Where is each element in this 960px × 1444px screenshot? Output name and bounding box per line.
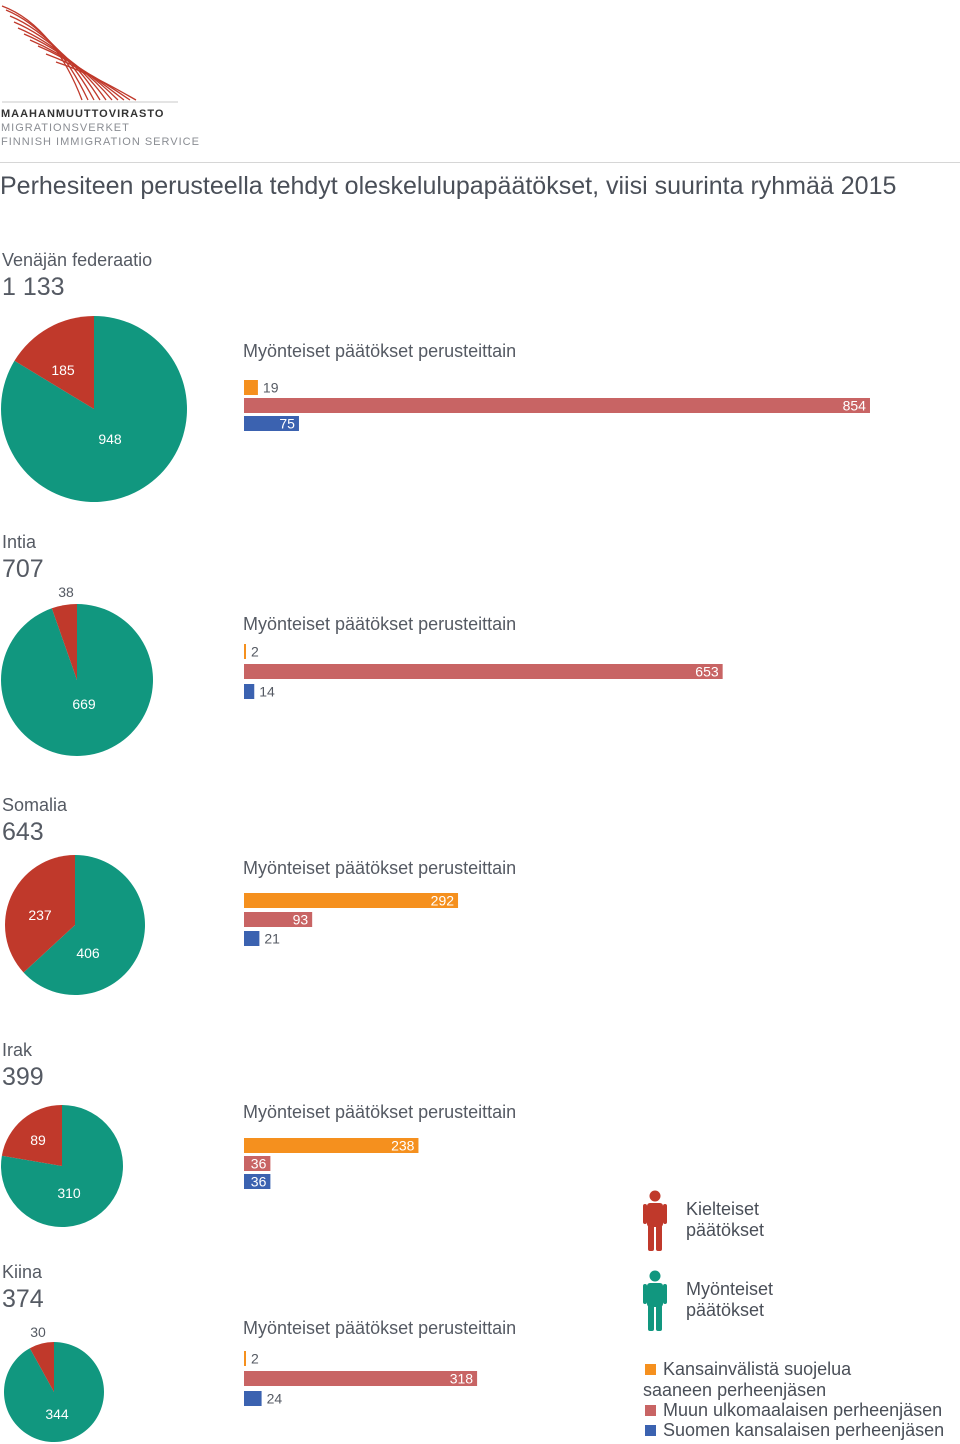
pie-slice-negative bbox=[5, 855, 76, 973]
bar-value-label: 21 bbox=[264, 931, 280, 947]
pie-label-positive: 406 bbox=[76, 945, 100, 961]
pie-label-negative: 89 bbox=[30, 1132, 46, 1148]
legend-foreign-swatch bbox=[645, 1405, 656, 1416]
legend-finnish-label: Suomen kansalaisen perheenjäsen bbox=[663, 1420, 945, 1440]
country-total-kiina: 374 bbox=[2, 1285, 44, 1313]
pie-label-positive: 948 bbox=[98, 431, 122, 447]
org-name-english: FINNISH IMMIGRATION SERVICE bbox=[1, 136, 200, 148]
bar-foreign bbox=[244, 664, 723, 679]
agency-logo bbox=[1, 5, 178, 103]
legend-negative-person-icon bbox=[643, 1190, 667, 1251]
legend-foreign-label: Muun ulkomaalaisen perheenjäsen bbox=[663, 1400, 943, 1420]
country-total-intia: 707 bbox=[2, 555, 44, 583]
bar-value-label: 292 bbox=[431, 893, 455, 909]
legend-protection-swatch bbox=[645, 1364, 656, 1375]
pie-slice-positive bbox=[3, 1342, 104, 1442]
legend-protection-line2: saaneen perheenjäsen bbox=[643, 1380, 827, 1400]
bar-foreign bbox=[244, 1371, 478, 1386]
bar-protection bbox=[244, 644, 246, 659]
bar-foreign bbox=[244, 398, 870, 413]
bar-value-label: 93 bbox=[293, 912, 309, 928]
legend-negative-label: Kielteiset päätökset bbox=[686, 1199, 764, 1241]
legend-protection-line1: Kansainvälistä suojelua bbox=[663, 1359, 852, 1379]
country-name-ven-j-n-federaatio: Venäjän federaatio bbox=[2, 250, 152, 270]
bar-value-label: 2 bbox=[251, 1351, 259, 1367]
bar-protection bbox=[244, 380, 258, 395]
header-divider bbox=[0, 162, 960, 163]
bar-finnish bbox=[244, 416, 299, 431]
bar-value-label: 19 bbox=[263, 380, 279, 396]
country-total-somalia: 643 bbox=[2, 818, 44, 846]
bar-value-label: 318 bbox=[450, 1371, 474, 1387]
country-name-somalia: Somalia bbox=[2, 795, 68, 815]
legend-negative-line2: päätökset bbox=[686, 1220, 765, 1240]
bar-foreign bbox=[244, 912, 313, 927]
legend-positive-line1: Myönteiset bbox=[686, 1279, 774, 1299]
bar-chart-title: Myönteiset päätökset perusteittain bbox=[243, 858, 516, 878]
bar-value-label: 2 bbox=[251, 644, 259, 660]
pie-slice-positive bbox=[0, 1105, 123, 1227]
bar-value-label: 24 bbox=[267, 1391, 283, 1407]
pie-slice-positive bbox=[1, 604, 154, 756]
country-name-irak: Irak bbox=[2, 1040, 33, 1060]
legend-positive-line2: päätökset bbox=[686, 1300, 765, 1320]
pie-label-negative: 237 bbox=[28, 907, 52, 923]
bar-chart-title: Myönteiset päätökset perusteittain bbox=[243, 1102, 516, 1122]
bar-value-label: 36 bbox=[251, 1174, 267, 1190]
bar-finnish bbox=[244, 1391, 262, 1406]
org-name-finnish: MAAHANMUUTTOVIRASTO bbox=[1, 108, 165, 120]
bar-value-label: 238 bbox=[391, 1138, 415, 1154]
bar-chart-title: Myönteiset päätökset perusteittain bbox=[243, 341, 516, 361]
country-name-kiina: Kiina bbox=[2, 1262, 43, 1282]
bar-finnish bbox=[244, 1174, 271, 1189]
legend-negative-line1: Kielteiset bbox=[686, 1199, 760, 1219]
pie-slice-negative bbox=[51, 604, 77, 680]
legend-positive-person-icon bbox=[643, 1270, 667, 1331]
logo-wing-icon bbox=[1, 5, 137, 101]
country-total-irak: 399 bbox=[2, 1063, 44, 1091]
pie-label-positive: 669 bbox=[72, 696, 96, 712]
org-name-swedish: MIGRATIONSVERKET bbox=[1, 122, 130, 134]
pie-slice-negative bbox=[1, 1105, 63, 1166]
bar-finnish bbox=[244, 684, 255, 699]
bar-value-label: 653 bbox=[695, 664, 719, 680]
pie-slice-negative bbox=[29, 1342, 54, 1392]
country-name-intia: Intia bbox=[2, 532, 37, 552]
pie-slice-negative bbox=[14, 316, 94, 409]
legend-positive-label: Myönteiset päätökset bbox=[686, 1279, 773, 1321]
bar-protection bbox=[244, 893, 459, 908]
pie-label-negative: 30 bbox=[30, 1324, 46, 1340]
bar-chart-title: Myönteiset päätökset perusteittain bbox=[243, 1318, 516, 1338]
bar-finnish bbox=[244, 931, 260, 946]
bar-value-label: 75 bbox=[279, 416, 295, 432]
pie-label-negative: 38 bbox=[58, 584, 74, 600]
pie-label-positive: 310 bbox=[57, 1185, 81, 1201]
bar-value-label: 14 bbox=[259, 684, 275, 700]
pie-label-negative: 185 bbox=[51, 362, 75, 378]
pie-slice-positive bbox=[23, 855, 146, 995]
bar-value-label: 854 bbox=[843, 398, 867, 414]
bar-chart-title: Myönteiset päätökset perusteittain bbox=[243, 614, 516, 634]
bar-value-label: 36 bbox=[251, 1156, 267, 1172]
page-title: Perhesiteen perusteella tehdyt oleskelul… bbox=[0, 172, 897, 200]
legend-finnish-swatch bbox=[645, 1425, 656, 1436]
bar-foreign bbox=[244, 1156, 271, 1171]
bar-protection bbox=[244, 1351, 246, 1366]
country-total-ven-j-n-federaatio: 1 133 bbox=[2, 273, 65, 301]
pie-label-positive: 344 bbox=[45, 1406, 69, 1422]
bar-protection bbox=[244, 1138, 419, 1153]
